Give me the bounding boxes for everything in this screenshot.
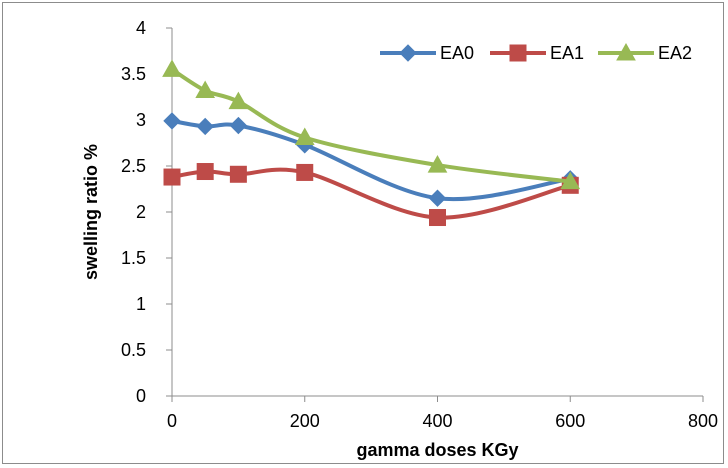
data-point-ea1	[196, 163, 214, 181]
x-tick-label: 600	[555, 411, 585, 431]
legend-item-ea1: EA1	[490, 43, 584, 63]
legend-marker-ea0	[399, 44, 417, 62]
axes: 0 0.5 1 1.5 2 2.5 3 3.5 4 0 200 400 600 800	[121, 18, 718, 431]
data-point-ea2	[228, 91, 249, 110]
x-tick-label: 800	[688, 411, 718, 431]
chart-area	[2, 2, 724, 464]
y-tick-label: 3.5	[121, 64, 146, 84]
y-tick-label: 2.5	[121, 156, 146, 176]
data-point-ea2	[195, 80, 216, 99]
data-point-ea1	[429, 209, 446, 227]
x-tick-label: 0	[167, 411, 177, 431]
data-point-ea2	[427, 155, 448, 173]
y-tick-label: 2	[136, 202, 146, 222]
data-point-ea0	[196, 117, 214, 136]
y-tick-label: 1	[136, 294, 146, 314]
y-axis-title: swelling ratio %	[81, 144, 101, 280]
series-line-ea0	[171, 118, 571, 202]
data-point-ea2	[560, 171, 581, 190]
series-layer	[162, 59, 581, 227]
x-axis-title: gamma doses KGy	[356, 440, 518, 460]
data-point-ea1	[163, 168, 181, 186]
x-tick-label: 200	[290, 411, 320, 431]
legend-marker-ea2	[616, 42, 636, 61]
data-point-ea1	[229, 165, 247, 183]
series-ea1	[163, 163, 579, 227]
legend-label: EA1	[550, 43, 584, 63]
y-tick-label: 4	[136, 18, 146, 38]
data-point-ea1	[296, 163, 314, 181]
y-tick-label: 0	[136, 386, 146, 406]
y-tick-label: 3	[136, 110, 146, 130]
x-tick-label: 400	[422, 411, 452, 431]
legend-item-ea2: EA2	[598, 42, 692, 63]
data-point-ea2	[162, 59, 182, 77]
series-ea0	[163, 112, 579, 207]
data-point-ea2	[294, 127, 315, 145]
legend-label: EA2	[658, 43, 692, 63]
x-axis-ticks: 0 200 400 600 800	[167, 396, 718, 431]
y-tick-label: 0.5	[121, 340, 146, 360]
y-axis-ticks: 0 0.5 1 1.5 2 2.5 3 3.5 4	[121, 18, 172, 406]
legend-item-ea0: EA0	[380, 43, 474, 63]
legend: EA0 EA1 EA2	[380, 42, 692, 63]
data-point-ea0	[229, 116, 248, 135]
legend-marker-ea1	[509, 44, 527, 62]
data-point-ea0	[428, 189, 447, 207]
y-tick-label: 1.5	[121, 248, 146, 268]
series-ea2	[162, 59, 581, 190]
legend-label: EA0	[440, 43, 474, 63]
data-point-ea0	[163, 112, 181, 130]
